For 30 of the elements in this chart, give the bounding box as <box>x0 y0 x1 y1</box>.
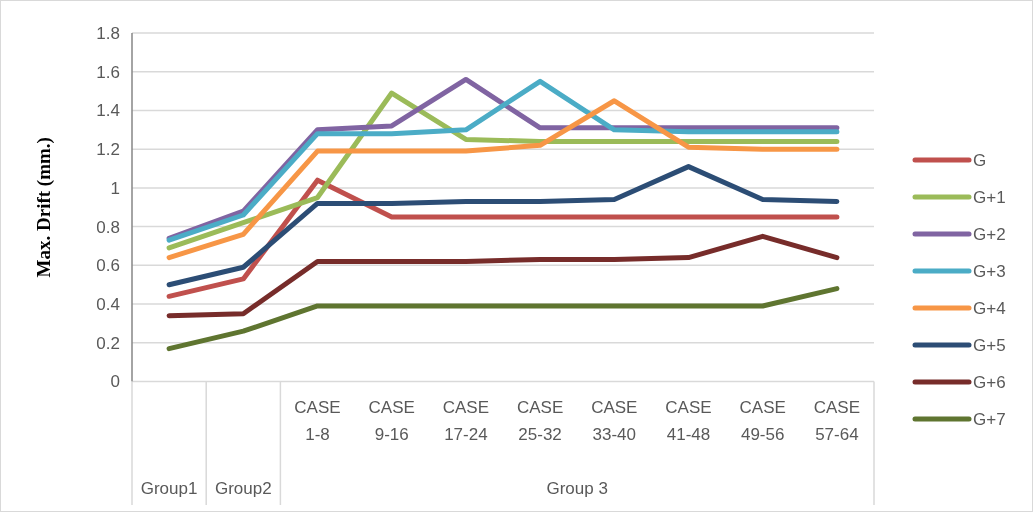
legend-label: G+4 <box>973 298 1006 318</box>
y-tick-label: 0.2 <box>96 333 120 353</box>
y-axis-title: Max. Drift (mm.) <box>33 137 55 278</box>
y-tick-label: 1.4 <box>96 101 120 121</box>
x-tick-label: CASE 33-40 <box>591 398 638 444</box>
x-tick-label: CASE 41-48 <box>665 398 712 444</box>
y-tick-label: 0.8 <box>96 217 120 237</box>
y-tick-label: 1.2 <box>96 140 120 160</box>
x-tick-label: CASE 17-24 <box>442 398 490 444</box>
text: Group2 <box>214 479 272 498</box>
legend-label: G+7 <box>973 409 1006 429</box>
x-tick-label: CASE 57-64 <box>813 398 861 444</box>
legend-label: G+3 <box>973 261 1006 281</box>
text: Group 3 <box>546 479 608 498</box>
x-tick-label: CASE 25-32 <box>516 398 564 444</box>
legend-label: G+5 <box>973 335 1006 355</box>
y-tick-label: 1 <box>110 178 120 198</box>
x-tick-label: CASE 1-8 <box>294 398 341 444</box>
y-tick-label: 0 <box>110 372 120 392</box>
x-tick-label: CASE 9-16 <box>368 398 415 444</box>
legend-label: G+1 <box>973 187 1006 207</box>
y-tick-label: 1.8 <box>96 23 120 43</box>
legend-label: G <box>973 150 987 170</box>
legend-label: G+2 <box>973 224 1006 244</box>
x-tick-label: CASE 49-56 <box>739 398 786 444</box>
text: Group1 <box>140 479 198 498</box>
y-tick-label: 1.6 <box>96 62 120 82</box>
y-tick-label: 0.6 <box>96 256 120 276</box>
legend-label: G+6 <box>973 372 1006 392</box>
y-tick-label: 0.4 <box>96 295 120 315</box>
